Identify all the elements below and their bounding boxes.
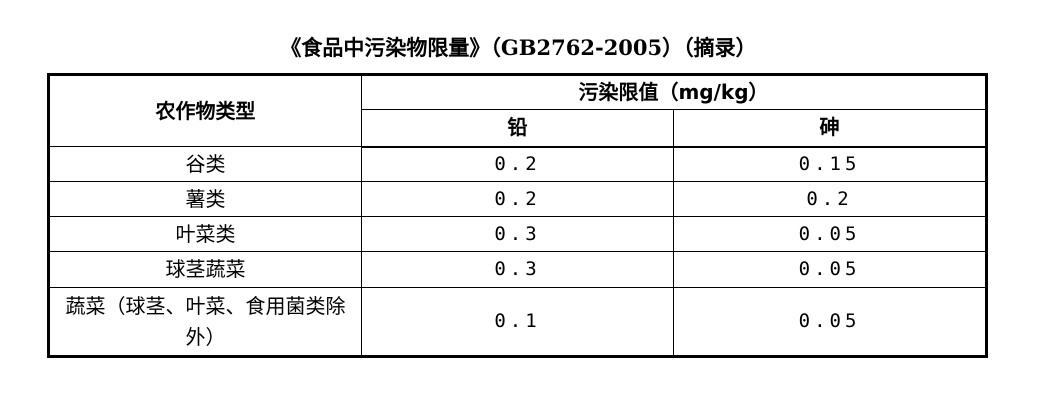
arsenic-cell: 0.05 bbox=[672, 216, 988, 252]
lead-cell: 0.2 bbox=[361, 181, 674, 217]
table-row: 球茎蔬菜 0.3 0.05 bbox=[48, 251, 988, 288]
document-title: 《食品中污染物限量》（GB2762-2005）（摘录） bbox=[280, 35, 757, 60]
table-row: 蔬菜（球茎、叶菜、食用菌类除外） 0.1 0.05 bbox=[48, 287, 988, 357]
header-crop-type: 农作物类型 bbox=[48, 74, 362, 147]
header-lead: 铅 bbox=[361, 109, 674, 148]
header-arsenic: 砷 bbox=[672, 109, 988, 148]
crop-cell: 球茎蔬菜 bbox=[48, 251, 362, 288]
crop-cell: 薯类 bbox=[48, 181, 362, 217]
crop-cell: 蔬菜（球茎、叶菜、食用菌类除外） bbox=[48, 287, 362, 357]
lead-cell: 0.2 bbox=[361, 146, 674, 182]
lead-cell: 0.1 bbox=[361, 287, 674, 357]
arsenic-cell: 0.2 bbox=[672, 181, 988, 217]
arsenic-cell: 0.15 bbox=[672, 146, 988, 182]
lead-cell: 0.3 bbox=[361, 216, 674, 252]
arsenic-cell: 0.05 bbox=[672, 251, 988, 288]
arsenic-cell: 0.05 bbox=[672, 287, 988, 357]
table-row: 薯类 0.2 0.2 bbox=[48, 181, 988, 217]
header-limit: 污染限值（mg/kg） bbox=[360, 74, 988, 110]
crop-cell: 叶菜类 bbox=[48, 216, 362, 252]
lead-cell: 0.3 bbox=[361, 251, 674, 288]
table-row: 叶菜类 0.3 0.05 bbox=[48, 216, 988, 252]
pollutant-limit-table: 农作物类型 污染限值（mg/kg） 铅 砷 谷类 0.2 0.15 薯类 0.2… bbox=[47, 73, 989, 358]
crop-cell: 谷类 bbox=[48, 146, 362, 182]
table-row: 谷类 0.2 0.15 bbox=[48, 146, 988, 182]
